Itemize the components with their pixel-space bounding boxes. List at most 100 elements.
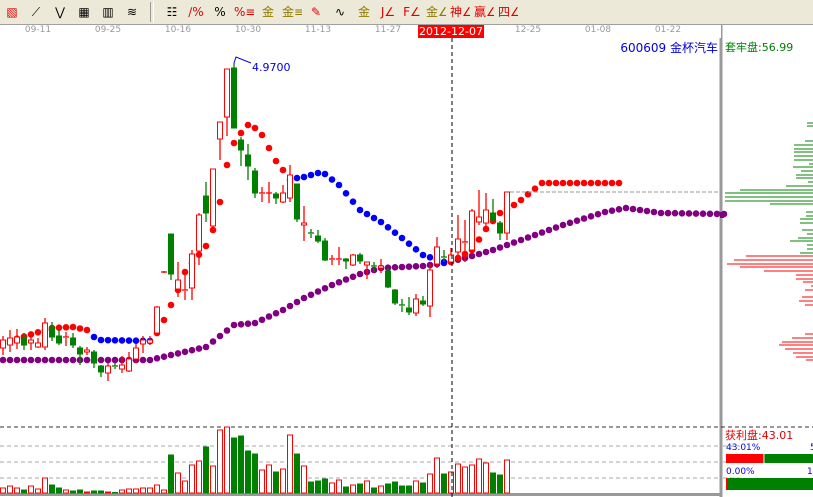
candle-body: [497, 222, 503, 234]
gold-lines-icon[interactable]: 金≡: [282, 5, 302, 19]
ma-dot: [328, 281, 336, 289]
sar-dot: [69, 323, 77, 331]
ma-dot: [398, 263, 406, 271]
volume-bar: [63, 489, 69, 494]
volume-bar: [441, 473, 447, 494]
volume-bar: [399, 485, 405, 494]
parallel-lines-icon[interactable]: ≋: [126, 5, 138, 19]
sar-dot: [363, 210, 371, 218]
ma-dot: [139, 356, 147, 364]
ma-dot: [664, 209, 672, 217]
volume-bar: [49, 484, 55, 494]
volume-bar: [133, 488, 139, 494]
ma-dot: [384, 264, 392, 271]
ma-dot: [34, 356, 42, 364]
sar-dot: [615, 179, 623, 187]
sar-dot: [279, 166, 287, 174]
grid-icon[interactable]: ▦: [78, 5, 90, 19]
ma-dot: [356, 270, 364, 278]
volume-bar: [504, 459, 510, 494]
gold-box-icon[interactable]: 金: [357, 5, 370, 19]
price-table-icon[interactable]: ☷: [166, 5, 178, 19]
j-fan-icon[interactable]: J∠: [380, 5, 396, 19]
volume-bar: [483, 462, 489, 494]
four-fan-icon[interactable]: 四∠: [498, 5, 518, 19]
ying-fan-icon[interactable]: 赢∠: [474, 5, 494, 19]
sar-dot: [608, 179, 616, 187]
f-fan-icon[interactable]: F∠: [403, 5, 421, 19]
volume-bar: [287, 434, 293, 494]
candle-body: [133, 347, 139, 360]
gold-circle-icon[interactable]: 金: [261, 5, 274, 19]
sar-dot: [202, 242, 210, 250]
percent-lines-icon[interactable]: %≡: [234, 5, 254, 19]
ma-dot: [489, 246, 497, 254]
sar-dot: [405, 240, 413, 247]
volume-bar: [448, 471, 454, 494]
volume-bar: [476, 458, 482, 494]
marker-icon[interactable]: ✎: [310, 5, 322, 19]
ma-dot: [608, 207, 616, 214]
ma-dot: [713, 210, 721, 218]
sar-dot: [125, 337, 133, 344]
ma-dot: [188, 346, 196, 354]
sine-wave-icon[interactable]: ∿: [334, 5, 346, 19]
profit-pct-right-label: 5: [810, 443, 813, 453]
volume-bar: [329, 482, 335, 494]
ma-dot: [160, 353, 168, 360]
candle-body: [413, 298, 419, 314]
percent-chart-icon[interactable]: ∕%: [188, 5, 204, 19]
ma-dot: [699, 210, 707, 217]
ma-dot: [0, 356, 7, 364]
ma-dot: [412, 263, 420, 270]
volume-bar: [280, 468, 286, 494]
volume-bar: [301, 465, 307, 494]
volume-bar: [392, 481, 398, 494]
ma-dot: [587, 213, 595, 220]
sar-dot: [370, 214, 378, 222]
candle-body: [476, 216, 482, 223]
candle-body: [98, 365, 104, 373]
sar-dot: [566, 179, 574, 187]
volume-bar: [308, 481, 314, 494]
ma-dot: [517, 236, 525, 244]
volume-bar: [140, 487, 146, 494]
volume-bar: [70, 490, 76, 494]
volume-bar: [371, 487, 377, 494]
percent-icon[interactable]: %: [214, 5, 226, 19]
volume-bar: [315, 480, 321, 494]
ma-dot: [636, 206, 644, 214]
volume-bar: [336, 479, 342, 494]
sar-dot: [496, 209, 504, 217]
candle-body: [42, 322, 48, 348]
sar-dot: [132, 337, 140, 345]
candle-body: [119, 364, 125, 370]
sar-dot: [510, 201, 518, 209]
gold-fan-icon[interactable]: 金∠: [426, 5, 446, 19]
ma-dot: [545, 226, 553, 234]
volume-bar: [357, 483, 363, 494]
volume-bar: [266, 464, 272, 494]
sar-dot: [419, 251, 427, 259]
ma-dot: [678, 210, 686, 217]
candle-body: [140, 339, 146, 345]
volume-bar: [245, 450, 251, 494]
ma-dot: [104, 356, 112, 364]
volume-bar: [238, 435, 244, 494]
sar-dot: [538, 179, 546, 187]
profit-chips-label: 获利盘:43.01: [725, 429, 794, 442]
volume-bar: [154, 484, 160, 494]
volume-bar: [385, 483, 391, 494]
volume-bar: [294, 453, 300, 494]
draw-tools-icon[interactable]: ▧: [6, 5, 18, 19]
volume-bar: [168, 454, 174, 494]
sar-dot: [251, 124, 259, 132]
fan-lines-icon[interactable]: ⟋: [31, 5, 41, 19]
date-tick-label: 10-30: [234, 25, 262, 35]
toolbar-separator: [150, 2, 154, 22]
sar-dot: [328, 176, 336, 183]
zigzag-icon[interactable]: ⋁: [55, 5, 65, 19]
grid-arrow-icon[interactable]: ▥: [102, 5, 114, 19]
shen-fan-icon[interactable]: 神∠: [450, 5, 470, 19]
